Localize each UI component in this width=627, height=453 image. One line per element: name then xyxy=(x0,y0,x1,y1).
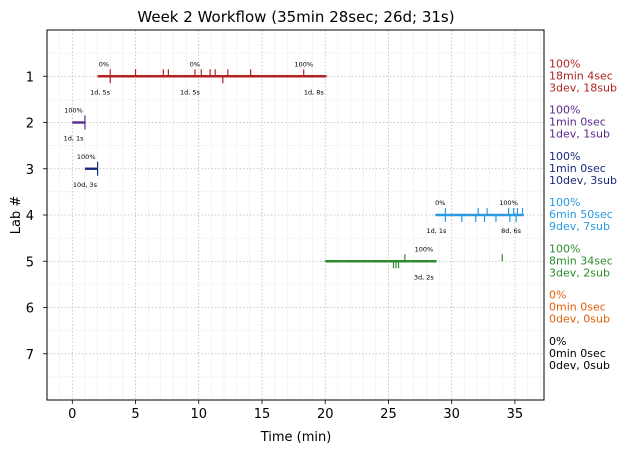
x-tick-label: 15 xyxy=(254,407,271,422)
point-annotation: 100% xyxy=(294,60,313,68)
point-annotation: 10d, 3s xyxy=(73,181,98,189)
lab-summary-line: 0% xyxy=(549,289,566,302)
x-tick-label: 25 xyxy=(380,407,397,422)
lab-summary-line: 6min 50sec xyxy=(549,208,613,221)
y-tick-label: 2 xyxy=(26,117,34,132)
y-tick-label: 1 xyxy=(26,70,34,85)
x-tick-label: 20 xyxy=(317,407,334,422)
point-annotation: 3d, 2s xyxy=(414,273,435,281)
lab-summary-line: 100% xyxy=(549,150,580,163)
lab-summary-line: 3dev, 18sub xyxy=(549,81,617,94)
point-annotation: 1d, 8s xyxy=(304,88,325,96)
x-tick-label: 10 xyxy=(190,407,207,422)
lab-summary-line: 100% xyxy=(549,104,580,117)
lab-summary-line: 0% xyxy=(549,335,566,348)
y-tick-label: 3 xyxy=(26,163,34,178)
x-tick-label: 5 xyxy=(131,407,139,422)
lab-summary-line: 18min 4sec xyxy=(549,69,613,82)
plot-area: 0 5 10 15 20 25 30 35 1 2 3 4 5 6 7 0% 0% 100% 1d, 5s 1d, 5… xyxy=(26,29,545,422)
lab-summary-line: 100% xyxy=(549,242,580,255)
lab-summary-line: 1dev, 1sub xyxy=(549,128,610,141)
point-annotation: 100% xyxy=(415,245,434,253)
lab-summary-line: 8min 34sec xyxy=(549,254,613,267)
lab-summary-line: 9dev, 7sub xyxy=(549,220,610,233)
y-tick-label: 7 xyxy=(26,348,34,363)
lab-summary-line: 100% xyxy=(549,196,580,209)
point-annotation: 0% xyxy=(190,60,200,68)
point-annotation: 0% xyxy=(99,60,109,68)
lab-summary-line: 0dev, 0sub xyxy=(549,313,610,326)
x-tick-label: 30 xyxy=(443,407,460,422)
lab-summary-line: 0min 0sec xyxy=(549,347,606,360)
y-tick-label: 5 xyxy=(26,255,34,270)
point-annotation: 1d, 1s xyxy=(64,135,85,143)
chart-title: Week 2 Workflow (35min 28sec; 26d; 31s) xyxy=(137,8,454,26)
point-annotation: 100% xyxy=(499,199,518,207)
lab-summary-line: 1min 0sec xyxy=(549,116,606,129)
lab-summary-line: 0min 0sec xyxy=(549,301,606,314)
lab-summary-line: 1min 0sec xyxy=(549,162,606,175)
point-annotation: 1d, 1s xyxy=(427,227,448,235)
y-tick-label: 6 xyxy=(26,302,34,317)
y-tick-label: 4 xyxy=(26,209,34,224)
point-annotation: 100% xyxy=(64,107,83,115)
point-annotation: 8d, 6s xyxy=(501,227,522,235)
x-axis-label: Time (min) xyxy=(260,430,332,445)
y-axis-label: Lab # xyxy=(9,196,24,235)
lab-summary-line: 3dev, 2sub xyxy=(549,266,610,279)
point-annotation: 0% xyxy=(435,199,445,207)
x-tick-label: 35 xyxy=(507,407,524,422)
lab-summary-line: 0dev, 0sub xyxy=(549,359,610,372)
x-tick-label: 0 xyxy=(68,407,76,422)
point-annotation: 1d, 5s xyxy=(180,88,201,96)
point-annotation: 1d, 5s xyxy=(90,88,111,96)
lab-summary-line: 10dev, 3sub xyxy=(549,174,617,187)
point-annotation: 100% xyxy=(77,153,96,161)
lab-summary-line: 100% xyxy=(549,57,580,70)
